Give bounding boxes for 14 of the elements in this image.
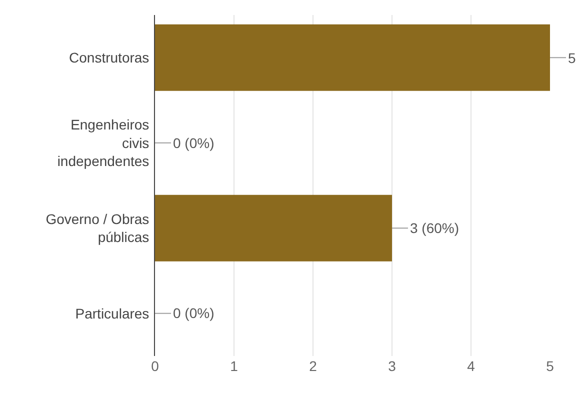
x-tick-label: 5 (546, 358, 554, 374)
x-tick-label: 4 (467, 358, 476, 374)
data-label: 0 (0%) (173, 305, 214, 321)
y-tick-label: Governo / Obras públicas (46, 210, 150, 246)
data-label: 0 (0%) (173, 135, 214, 151)
y-tick-label: Engenheiros civis independentes (57, 116, 150, 169)
y-tick-label: Construtoras (69, 50, 150, 66)
y-tick-label: Particulares (75, 305, 150, 322)
x-tick-label: 2 (309, 358, 318, 374)
x-tick-label: 0 (151, 358, 160, 374)
x-tick-label: 3 (388, 358, 396, 374)
x-tick-label: 1 (230, 358, 238, 374)
data-label: 3 (60%) (410, 220, 460, 236)
data-label: 5 (568, 50, 576, 66)
